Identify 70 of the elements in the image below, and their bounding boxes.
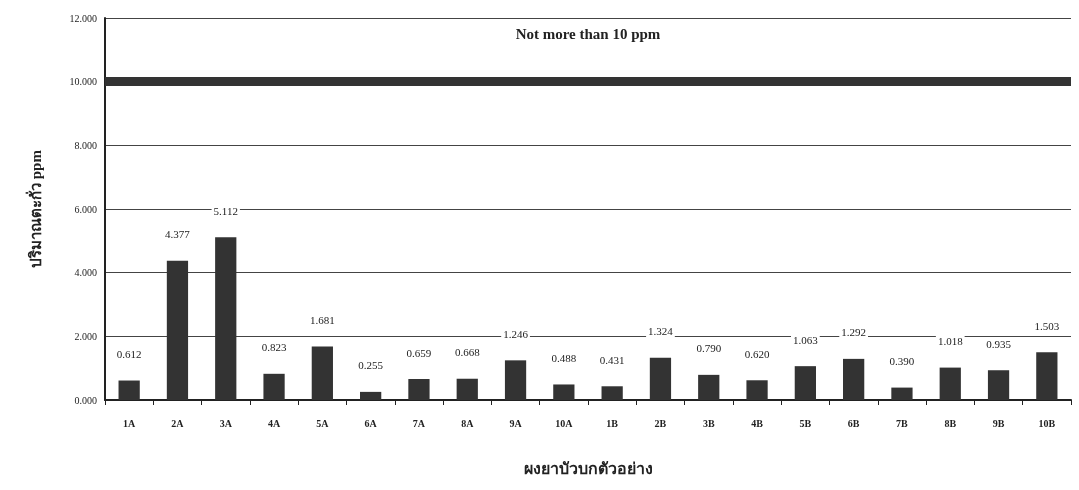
data-label: 0.488 bbox=[551, 351, 577, 364]
x-tick-label: 3A bbox=[219, 417, 233, 429]
bar bbox=[939, 367, 961, 400]
data-label: 0.935 bbox=[986, 337, 1012, 350]
data-label: 5.112 bbox=[213, 204, 238, 217]
bar bbox=[166, 260, 189, 400]
data-label: 0.668 bbox=[454, 346, 481, 359]
y-tick-label: 12.000 bbox=[69, 12, 97, 24]
bar bbox=[698, 374, 720, 400]
data-label: 4.377 bbox=[165, 228, 191, 241]
x-tick-label: 8A bbox=[461, 417, 475, 429]
y-tick-label: 8.000 bbox=[74, 139, 97, 151]
bar bbox=[504, 360, 527, 400]
data-label: 0.823 bbox=[261, 341, 287, 354]
x-tick-label: 4B bbox=[751, 417, 764, 429]
data-label: 0.255 bbox=[358, 359, 384, 372]
bar bbox=[311, 346, 333, 400]
bar bbox=[456, 378, 478, 400]
bar bbox=[118, 380, 140, 400]
x-tick-label: 8B bbox=[944, 417, 957, 429]
data-label: 1.063 bbox=[792, 333, 819, 346]
data-label: 0.431 bbox=[599, 353, 625, 366]
y-tick-label: 6.000 bbox=[74, 203, 97, 215]
bar bbox=[746, 380, 768, 400]
x-tick-label: 4A bbox=[267, 417, 281, 429]
data-label: 0.390 bbox=[889, 355, 915, 368]
x-tick-label: 2B bbox=[654, 417, 667, 429]
x-tick-label: 10B bbox=[1038, 417, 1056, 429]
x-tick-label: 10A bbox=[555, 417, 574, 429]
x-tick-label: 3B bbox=[702, 417, 715, 429]
x-tick-label: 1B bbox=[606, 417, 619, 429]
ref-line-label: Not more than 10 ppm bbox=[515, 26, 661, 43]
x-axis-title: ผงยาบัวบกตัวอย่าง bbox=[523, 459, 653, 477]
y-tick-label: 10.000 bbox=[69, 76, 97, 88]
x-tick-label: 5A bbox=[316, 417, 330, 429]
x-tick-label: 2A bbox=[171, 417, 185, 429]
data-label: 1.018 bbox=[937, 335, 964, 348]
data-label: 1.503 bbox=[1034, 319, 1060, 332]
bar bbox=[360, 391, 382, 400]
data-label: 1.292 bbox=[841, 326, 867, 339]
data-label: 0.620 bbox=[744, 347, 770, 360]
bar bbox=[553, 384, 575, 400]
y-tick-label: 0.000 bbox=[74, 394, 97, 406]
bar bbox=[891, 387, 913, 400]
x-tick-label: 1A bbox=[123, 417, 137, 429]
data-label: 1.681 bbox=[309, 313, 335, 326]
x-tick-label: 5B bbox=[799, 417, 812, 429]
x-tick-label: 9B bbox=[992, 417, 1005, 429]
data-label: 0.790 bbox=[696, 342, 722, 355]
data-label: 1.324 bbox=[648, 325, 674, 338]
x-tick-label: 6A bbox=[364, 417, 378, 429]
x-tick-label: 7B bbox=[896, 417, 909, 429]
bar bbox=[215, 237, 237, 400]
data-label: 0.612 bbox=[116, 348, 142, 361]
y-axis-title: ปริมาณตะกั่ว ppm bbox=[24, 149, 44, 268]
data-label: 0.659 bbox=[406, 346, 432, 359]
data-label: 1.246 bbox=[503, 327, 529, 340]
bar bbox=[1036, 352, 1058, 400]
bar bbox=[649, 357, 672, 400]
bar bbox=[794, 366, 816, 400]
bar bbox=[263, 373, 285, 400]
bar bbox=[987, 370, 1010, 400]
x-tick-label: 7A bbox=[412, 417, 426, 429]
y-tick-label: 4.000 bbox=[74, 267, 97, 279]
y-tick-label: 2.000 bbox=[74, 330, 97, 342]
bar bbox=[601, 386, 623, 400]
x-tick-label: 6B bbox=[847, 417, 860, 429]
bar bbox=[843, 358, 865, 400]
bar bbox=[408, 379, 430, 400]
x-tick-label: 9A bbox=[509, 417, 523, 429]
